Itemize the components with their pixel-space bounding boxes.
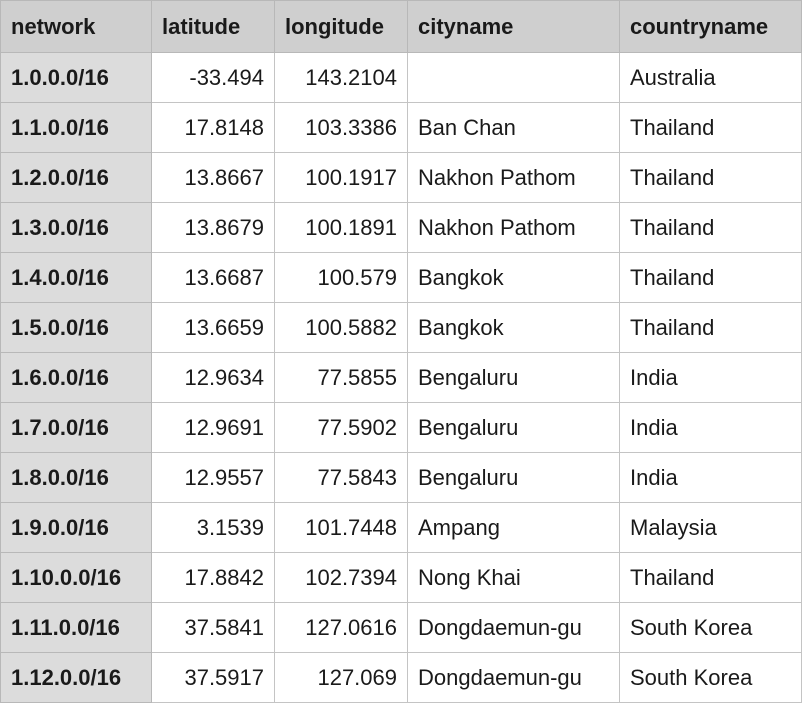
cell-cityname[interactable]: Dongdaemun-gu — [407, 602, 620, 653]
cell-countryname[interactable]: India — [619, 402, 802, 453]
table-row[interactable]: 1.9.0.0/16 3.1539 101.7448 Ampang Malaysia — [0, 502, 802, 553]
cell-longitude[interactable]: 100.1891 — [274, 202, 408, 253]
table-row[interactable]: 1.1.0.0/16 17.8148 103.3386 Ban Chan Thailan… — [0, 102, 802, 153]
cell-network[interactable]: 1.1.0.0/16 — [0, 102, 152, 153]
table-row[interactable]: 1.6.0.0/16 12.9634 77.5855 Bengaluru India — [0, 352, 802, 403]
table-row[interactable]: 1.7.0.0/16 12.9691 77.5902 Bengaluru India — [0, 402, 802, 453]
cell-countryname[interactable]: Thailand — [619, 202, 802, 253]
cell-cityname[interactable]: Nakhon Pathom — [407, 202, 620, 253]
cell-longitude[interactable]: 103.3386 — [274, 102, 408, 153]
cell-latitude[interactable]: 13.6659 — [151, 302, 275, 353]
cell-cityname[interactable]: Bengaluru — [407, 402, 620, 453]
column-header-longitude[interactable]: longitude — [274, 0, 408, 53]
column-header-cityname[interactable]: cityname — [407, 0, 620, 53]
cell-countryname[interactable]: South Korea — [619, 602, 802, 653]
table-row[interactable]: 1.8.0.0/16 12.9557 77.5843 Bengaluru India — [0, 452, 802, 503]
cell-network[interactable]: 1.12.0.0/16 — [0, 652, 152, 703]
cell-latitude[interactable]: 17.8148 — [151, 102, 275, 153]
cell-latitude[interactable]: 13.6687 — [151, 252, 275, 303]
cell-cityname[interactable]: Bangkok — [407, 302, 620, 353]
table-row[interactable]: 1.4.0.0/16 13.6687 100.579 Bangkok Thailand — [0, 252, 802, 303]
cell-network[interactable]: 1.8.0.0/16 — [0, 452, 152, 503]
cell-latitude[interactable]: -33.494 — [151, 52, 275, 103]
cell-countryname[interactable]: South Korea — [619, 652, 802, 703]
cell-countryname[interactable]: Thailand — [619, 252, 802, 303]
cell-network[interactable]: 1.5.0.0/16 — [0, 302, 152, 353]
cell-longitude[interactable]: 77.5843 — [274, 452, 408, 503]
cell-longitude[interactable]: 100.1917 — [274, 152, 408, 203]
cell-longitude[interactable]: 127.0616 — [274, 602, 408, 653]
cell-longitude[interactable]: 143.2104 — [274, 52, 408, 103]
cell-latitude[interactable]: 12.9691 — [151, 402, 275, 453]
cell-network[interactable]: 1.6.0.0/16 — [0, 352, 152, 403]
cell-cityname[interactable]: Bangkok — [407, 252, 620, 303]
table-row[interactable]: 1.11.0.0/16 37.5841 127.0616 Dongdaemun-gu S… — [0, 602, 802, 653]
cell-longitude[interactable]: 100.5882 — [274, 302, 408, 353]
cell-latitude[interactable]: 13.8667 — [151, 152, 275, 203]
cell-cityname[interactable]: Ban Chan — [407, 102, 620, 153]
header-row: network latitude longitude cityname coun… — [0, 0, 802, 53]
cell-countryname[interactable]: Thailand — [619, 102, 802, 153]
table-row[interactable]: 1.2.0.0/16 13.8667 100.1917 Nakhon Pathom Th… — [0, 152, 802, 203]
cell-latitude[interactable]: 12.9634 — [151, 352, 275, 403]
cell-countryname[interactable]: Malaysia — [619, 502, 802, 553]
cell-network[interactable]: 1.3.0.0/16 — [0, 202, 152, 253]
table-row[interactable]: 1.12.0.0/16 37.5917 127.069 Dongdaemun-gu So… — [0, 652, 802, 703]
cell-longitude[interactable]: 101.7448 — [274, 502, 408, 553]
cell-cityname[interactable]: Nakhon Pathom — [407, 152, 620, 203]
cell-countryname[interactable]: Thailand — [619, 302, 802, 353]
cell-longitude[interactable]: 100.579 — [274, 252, 408, 303]
cell-longitude[interactable]: 77.5855 — [274, 352, 408, 403]
cell-latitude[interactable]: 37.5841 — [151, 602, 275, 653]
cell-cityname[interactable]: Nong Khai — [407, 552, 620, 603]
table-body: 1.0.0.0/16 -33.494 143.2104 Australia 1.1.0.… — [0, 52, 802, 703]
cell-cityname[interactable] — [407, 52, 620, 103]
cell-cityname[interactable]: Ampang — [407, 502, 620, 553]
cell-network[interactable]: 1.2.0.0/16 — [0, 152, 152, 203]
table-row[interactable]: 1.3.0.0/16 13.8679 100.1891 Nakhon Pathom Th… — [0, 202, 802, 253]
cell-countryname[interactable]: Australia — [619, 52, 802, 103]
cell-cityname[interactable]: Bengaluru — [407, 452, 620, 503]
cell-latitude[interactable]: 17.8842 — [151, 552, 275, 603]
cell-network[interactable]: 1.9.0.0/16 — [0, 502, 152, 553]
table-row[interactable]: 1.0.0.0/16 -33.494 143.2104 Australia — [0, 52, 802, 103]
cell-network[interactable]: 1.11.0.0/16 — [0, 602, 152, 653]
cell-network[interactable]: 1.7.0.0/16 — [0, 402, 152, 453]
cell-latitude[interactable]: 13.8679 — [151, 202, 275, 253]
cell-latitude[interactable]: 3.1539 — [151, 502, 275, 553]
cell-longitude[interactable]: 77.5902 — [274, 402, 408, 453]
table-row[interactable]: 1.10.0.0/16 17.8842 102.7394 Nong Khai Thail… — [0, 552, 802, 603]
cell-network[interactable]: 1.0.0.0/16 — [0, 52, 152, 103]
cell-network[interactable]: 1.4.0.0/16 — [0, 252, 152, 303]
table-header: network latitude longitude cityname coun… — [0, 0, 802, 53]
table-row[interactable]: 1.5.0.0/16 13.6659 100.5882 Bangkok Thailand — [0, 302, 802, 353]
column-header-network[interactable]: network — [0, 0, 152, 53]
cell-latitude[interactable]: 12.9557 — [151, 452, 275, 503]
cell-countryname[interactable]: India — [619, 452, 802, 503]
column-header-countryname[interactable]: countryname — [619, 0, 802, 53]
cell-latitude[interactable]: 37.5917 — [151, 652, 275, 703]
cell-cityname[interactable]: Bengaluru — [407, 352, 620, 403]
cell-cityname[interactable]: Dongdaemun-gu — [407, 652, 620, 703]
cell-longitude[interactable]: 127.069 — [274, 652, 408, 703]
cell-countryname[interactable]: Thailand — [619, 152, 802, 203]
cell-network[interactable]: 1.10.0.0/16 — [0, 552, 152, 603]
cell-longitude[interactable]: 102.7394 — [274, 552, 408, 603]
cell-countryname[interactable]: Thailand — [619, 552, 802, 603]
cell-countryname[interactable]: India — [619, 352, 802, 403]
column-header-latitude[interactable]: latitude — [151, 0, 275, 53]
